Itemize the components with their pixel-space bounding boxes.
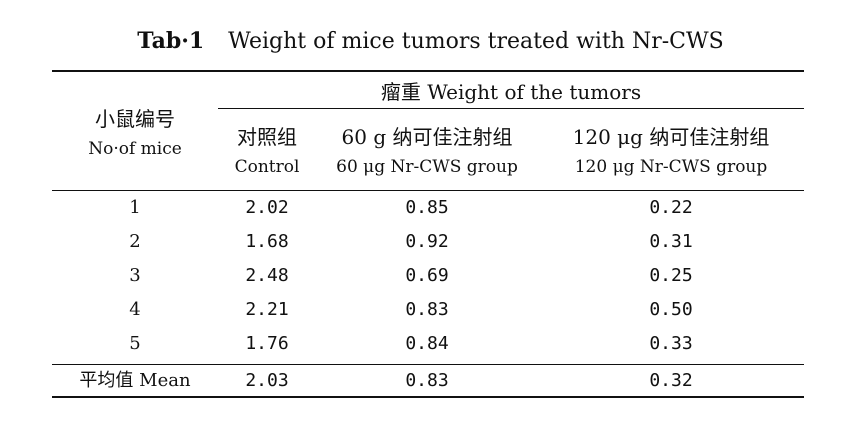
header-mouse-number-en: No·of mice [88, 139, 182, 159]
control-weight: 2.02 [245, 197, 289, 218]
high-dose-weight: 0.33 [649, 333, 693, 354]
header-120ug-group-en: 120 μg Nr-CWS group [574, 157, 768, 177]
control-weight: 1.76 [245, 333, 289, 354]
mouse-number: 5 [129, 333, 141, 354]
header-mouse-number-zh: 小鼠编号 [95, 107, 175, 131]
header-60ug-group-zh: 60 g 纳可佳注射组 [341, 125, 513, 149]
low-dose-weight: 0.69 [405, 265, 449, 286]
header-mouse-number: 小鼠编号 No·of mice [52, 104, 218, 164]
mouse-number: 3 [129, 265, 141, 286]
table-title: Weight of mice tumors treated with Nr-CW… [228, 29, 724, 54]
mouse-number: 2 [129, 231, 141, 252]
top-rule [52, 70, 804, 72]
control-weight: 2.48 [245, 265, 289, 286]
mouse-number: 4 [129, 299, 141, 320]
spanner-rule [218, 108, 804, 109]
bottom-rule [52, 396, 804, 398]
low-dose-mean: 0.83 [405, 370, 449, 391]
high-dose-mean: 0.32 [649, 370, 693, 391]
low-dose-weight: 0.84 [405, 333, 449, 354]
low-dose-weight: 0.92 [405, 231, 449, 252]
header-120ug-group-zh: 120 μg 纳可佳注射组 [572, 125, 770, 149]
control-weight: 2.21 [245, 299, 289, 320]
high-dose-weight: 0.31 [649, 231, 693, 252]
table-number: Tab·1 [137, 28, 205, 54]
header-control-zh: 对照组 [237, 125, 297, 149]
header-tumor-weight: 瘤重 Weight of the tumors [380, 80, 642, 104]
low-dose-weight: 0.83 [405, 299, 449, 320]
header-control: 对照组 Control [218, 122, 316, 182]
high-dose-weight: 0.22 [649, 197, 693, 218]
header-60ug-group: 60 g 纳可佳注射组 60 μg Nr-CWS group [316, 122, 538, 182]
high-dose-weight: 0.50 [649, 299, 693, 320]
mean-rule [52, 364, 804, 365]
header-120ug-group: 120 μg 纳可佳注射组 120 μg Nr-CWS group [538, 122, 804, 182]
table-caption: Tab·1 Weight of mice tumors treated with … [0, 28, 861, 54]
control-mean: 2.03 [245, 370, 289, 391]
header-rule [52, 190, 804, 191]
high-dose-weight: 0.25 [649, 265, 693, 286]
control-weight: 1.68 [245, 231, 289, 252]
low-dose-weight: 0.85 [405, 197, 449, 218]
header-60ug-group-en: 60 μg Nr-CWS group [336, 157, 518, 177]
header-control-en: Control [234, 157, 300, 177]
mean-label: 平均值 Mean [79, 370, 191, 391]
mouse-number: 1 [129, 197, 141, 218]
